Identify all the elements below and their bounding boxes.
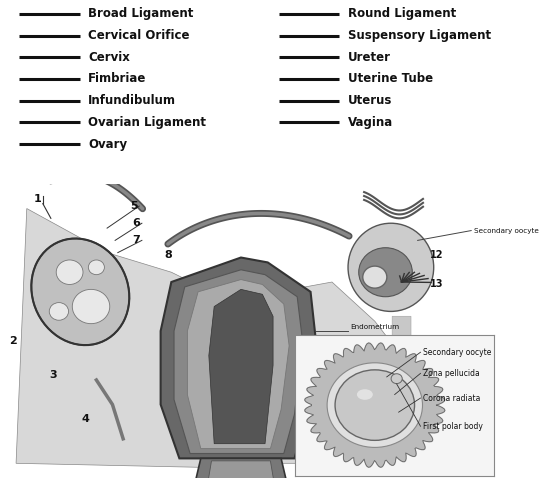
Ellipse shape bbox=[357, 389, 373, 400]
Polygon shape bbox=[193, 458, 289, 478]
FancyArrow shape bbox=[385, 316, 418, 375]
Text: 5: 5 bbox=[130, 201, 137, 211]
Text: 2: 2 bbox=[9, 336, 17, 346]
Text: Cervical Orifice: Cervical Orifice bbox=[88, 29, 190, 42]
Text: Round Ligament: Round Ligament bbox=[348, 7, 456, 20]
Text: Fimbriae: Fimbriae bbox=[88, 73, 147, 86]
Ellipse shape bbox=[391, 374, 402, 384]
Text: Cervix: Cervix bbox=[88, 51, 130, 64]
Polygon shape bbox=[206, 461, 276, 478]
Text: First polar body: First polar body bbox=[422, 422, 482, 431]
Polygon shape bbox=[305, 343, 445, 467]
Text: Ovary: Ovary bbox=[88, 138, 128, 151]
Ellipse shape bbox=[31, 239, 129, 345]
Text: Corona radiata: Corona radiata bbox=[422, 393, 480, 402]
Ellipse shape bbox=[348, 223, 434, 312]
Text: Vagina: Vagina bbox=[348, 116, 393, 129]
Text: 13: 13 bbox=[429, 280, 443, 290]
Ellipse shape bbox=[335, 370, 415, 440]
Ellipse shape bbox=[88, 260, 104, 275]
Polygon shape bbox=[188, 280, 289, 448]
Text: Uterine Tube: Uterine Tube bbox=[348, 73, 433, 86]
Text: Broad Ligament: Broad Ligament bbox=[88, 7, 194, 20]
Text: Myometrium: Myometrium bbox=[351, 348, 396, 355]
Text: Secondary oocyte: Secondary oocyte bbox=[422, 348, 491, 357]
Ellipse shape bbox=[327, 363, 422, 447]
Text: Infundibulum: Infundibulum bbox=[88, 94, 176, 107]
Polygon shape bbox=[209, 289, 273, 444]
Text: Ovarian Ligament: Ovarian Ligament bbox=[88, 116, 206, 129]
Ellipse shape bbox=[56, 260, 83, 284]
Text: Uterus: Uterus bbox=[348, 94, 392, 107]
Text: 4: 4 bbox=[82, 414, 89, 424]
Ellipse shape bbox=[359, 248, 412, 297]
Polygon shape bbox=[16, 208, 241, 468]
Text: Suspensory Ligament: Suspensory Ligament bbox=[348, 29, 491, 42]
Text: Zona pellucida: Zona pellucida bbox=[422, 369, 479, 378]
Text: 8: 8 bbox=[165, 250, 173, 260]
Text: 3: 3 bbox=[50, 370, 57, 380]
Text: 7: 7 bbox=[132, 235, 140, 245]
Polygon shape bbox=[278, 282, 455, 463]
Text: 12: 12 bbox=[429, 250, 443, 260]
Ellipse shape bbox=[72, 289, 110, 324]
Text: Perimetrium: Perimetrium bbox=[351, 373, 395, 379]
Text: Endometrium: Endometrium bbox=[351, 324, 400, 330]
Text: 1: 1 bbox=[34, 194, 41, 204]
Text: Ureter: Ureter bbox=[348, 51, 391, 64]
Ellipse shape bbox=[363, 266, 387, 288]
Text: 6: 6 bbox=[132, 218, 140, 228]
Ellipse shape bbox=[49, 303, 68, 320]
Polygon shape bbox=[161, 258, 316, 458]
Text: Secondary oocyte: Secondary oocyte bbox=[474, 228, 539, 234]
Polygon shape bbox=[174, 270, 302, 454]
